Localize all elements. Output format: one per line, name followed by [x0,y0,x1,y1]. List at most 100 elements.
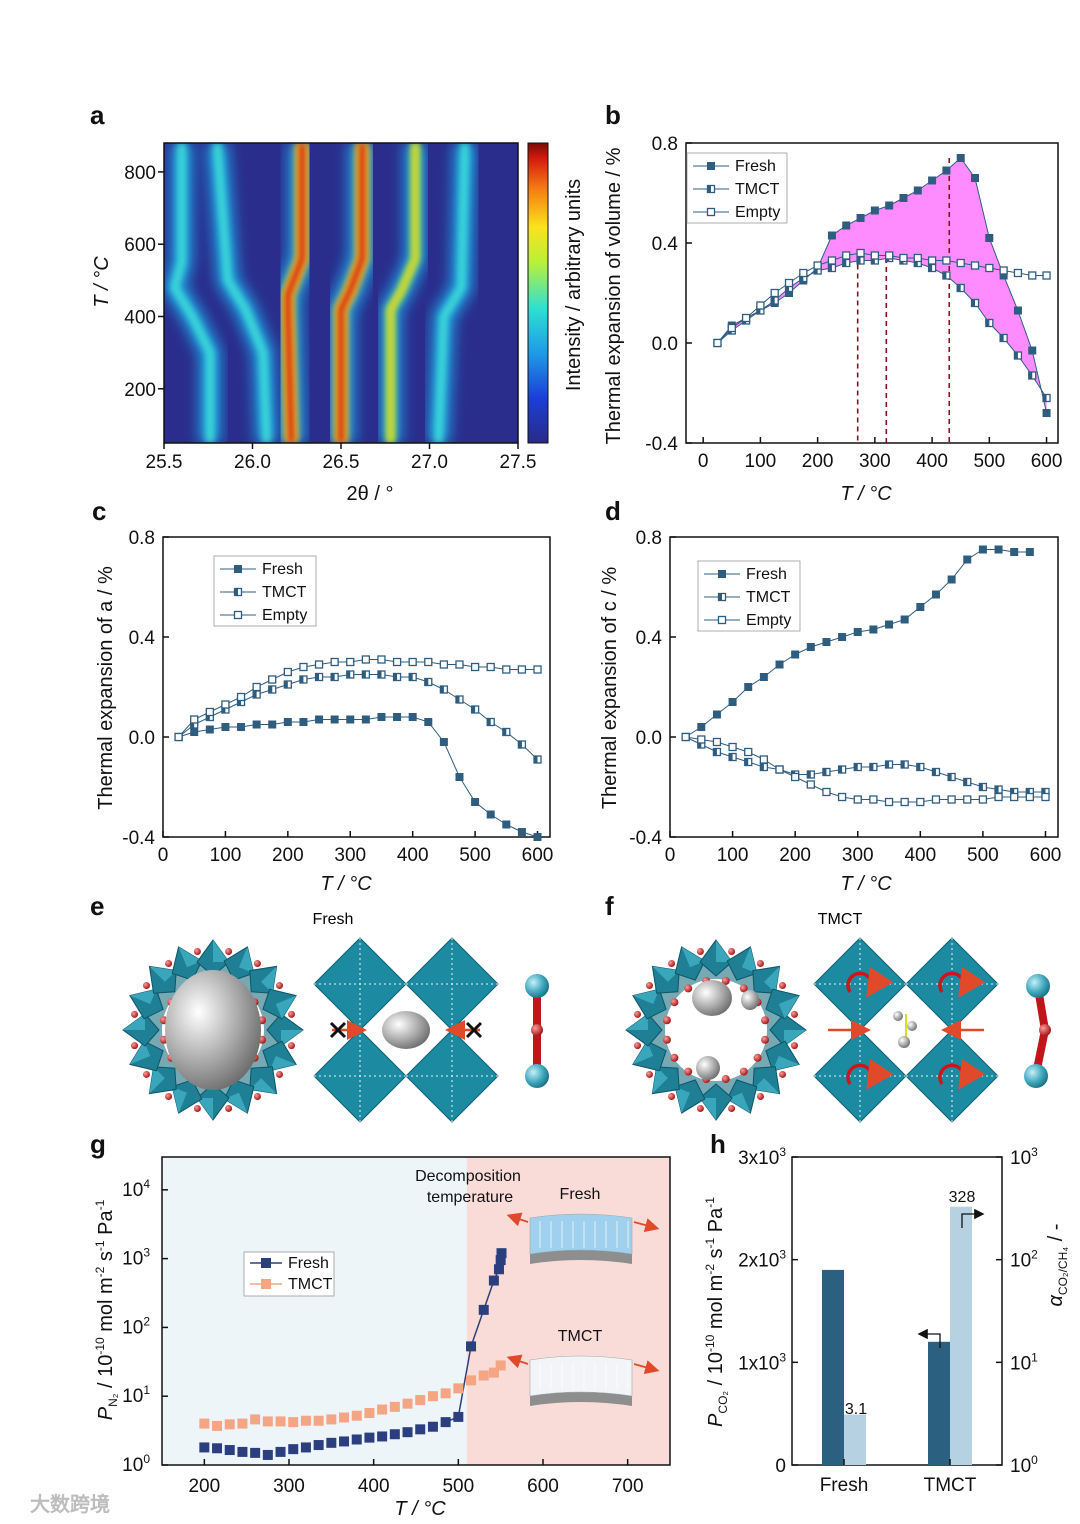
h-frame [791,1156,1003,1466]
g-point-Fresh [415,1424,426,1435]
g-legend-label-Fresh: Fresh [288,1255,329,1272]
plotC-legend-marker-Fresh [234,565,242,573]
g-frame [161,1156,671,1466]
diamF-rotation-arrow [938,966,986,998]
g-point-Fresh [326,1437,337,1448]
g-point-Fresh [262,1449,273,1460]
ringF-tetra-face [727,1092,751,1114]
plotC-point-Fresh [252,720,261,729]
plotC-point-Empty [190,715,199,724]
plotD-point-Fresh [994,545,1003,554]
plotC-point-TMCT-half [518,741,522,748]
ringF-tetra-face [700,1098,716,1120]
plotD-xtick-label: 500 [967,845,999,866]
diamE-blocked-icon [465,1021,483,1039]
panel-c-xlabel: T / °C [320,873,372,895]
panel-h-plot: 0 1x103 2x103 3x103 100 101 102 103 Fresh TMCT 3.1… [738,1145,1038,1496]
plotD-point-TMCT-half [697,741,702,748]
ringF-oxygen-inner [670,1053,679,1062]
plotB-point-Empty [770,288,779,298]
panel-letter-h: h [710,1129,726,1159]
g-point-TMCT [478,1370,489,1381]
plotD-point-Empty [822,787,831,797]
ringE-tetra-face [213,940,229,962]
plotD-point-Empty [884,797,894,807]
plotC-point-Empty [392,657,402,667]
plotB-ytick-label: 0.8 [652,134,678,155]
plotD-point-TMCT-half [838,766,843,773]
plotD-legend-label-TMCT: TMCT [746,589,791,606]
plotD-legend-marker-TMCT-half [718,593,722,601]
panel-h-left-ylabel: PCO₂ / 10-10 mol m-2 s-1 Pa-1 [703,1197,730,1427]
ringF-oxygen-outer [696,948,704,956]
ringF-tetra-face [742,946,757,974]
plotB-point-Empty [713,338,722,348]
plotB-point-TMCT-half [756,307,761,314]
plotC-point-Empty [424,657,433,667]
plotD-point-TMCT-half [729,753,733,761]
a-xtick-label: 27.0 [411,452,448,473]
plotD-frame [669,536,1059,838]
panel-d-plot: 0 100 200 300 400 500 600 -0.4 0.0 0.4 0.8 Fresh TMC… [629,528,1061,866]
band-core-peak-3 [284,143,306,443]
plotC-point-Empty [236,692,246,702]
plotB-point-Fresh [1042,409,1051,417]
panel-e-title: Fresh [313,911,354,928]
plotC-point-Empty [205,707,214,717]
plotD-point-Empty [697,735,706,744]
ringF-oxygen-outer [756,1093,764,1101]
ringF-oxygen-outer [634,1010,642,1018]
svg-text:αCO₂/CH₄ / -: αCO₂/CH₄ / - [1045,1224,1070,1307]
plotC-point-Fresh [408,713,417,721]
plotD-point-Empty [728,742,737,752]
plotD-point-Empty [775,765,784,774]
ringE-tetra-face [224,1092,248,1114]
ringE-oxygen-outer [193,1104,201,1112]
plotB-point-Empty [799,268,808,278]
plotD-point-Empty [1025,792,1034,802]
plotD-point-Empty [1010,792,1019,802]
g-point-TMCT [199,1418,210,1429]
g-ytick-label: 104 [122,1177,150,1201]
g-point-TMCT [440,1388,451,1399]
g-point-Fresh [377,1431,388,1442]
plotC-point-Empty [502,665,511,674]
ringE-oxygen-outer [142,1070,150,1078]
plotC-point-Fresh [361,715,370,724]
band-core-peak-4 [338,143,366,443]
h-xtick-label-TMCT: TMCT [924,1475,977,1496]
ringE-oxygen-outer [287,1042,295,1050]
plotD-point-Empty [994,792,1003,802]
plotD-point-Fresh [885,620,894,629]
plotD-legend-label-Fresh: Fresh [746,566,787,583]
plotD-point-Fresh [869,625,878,634]
plotB-xtick-label: 500 [973,451,1005,472]
h-right-axis-pointer [961,1208,985,1228]
panel-c-ylabel: Thermal expansion of a / % [95,566,117,810]
ringF-tetra-face [675,1086,690,1114]
plotB-point-Fresh [842,221,851,230]
g-point-TMCT [212,1420,223,1431]
plotD-point-Empty [837,792,847,802]
plotC-point-Empty [299,662,308,672]
plotC-xtick-label: 400 [397,845,429,866]
g-point-Fresh [427,1421,438,1432]
plotD-line-TMCT [685,736,1046,793]
g-inset-fresh-arrow-left [506,1212,529,1227]
plotD-point-TMCT-half [713,748,717,756]
ringE-pore [165,970,261,1090]
plotC-point-TMCT-half [502,728,507,736]
plotC-point-Fresh [268,720,277,729]
colorbar-label: Intensity / arbitrary units [563,179,585,391]
panel-a-xlabel: 2θ / ° [347,483,394,505]
plotB-point-Empty [1013,268,1023,278]
ringE-oxygen-outer [131,1010,139,1018]
g-point-TMCT [339,1412,350,1423]
g-point-Fresh [402,1427,413,1438]
plotB-point-Fresh [1028,346,1037,355]
plotB-xtick-label: 100 [745,451,777,472]
g-ytick-label: 101 [122,1383,150,1407]
linker-tmct [1024,974,1051,1088]
plotB-point-Fresh [985,234,994,242]
ringF-oxygen-inner [684,984,693,993]
